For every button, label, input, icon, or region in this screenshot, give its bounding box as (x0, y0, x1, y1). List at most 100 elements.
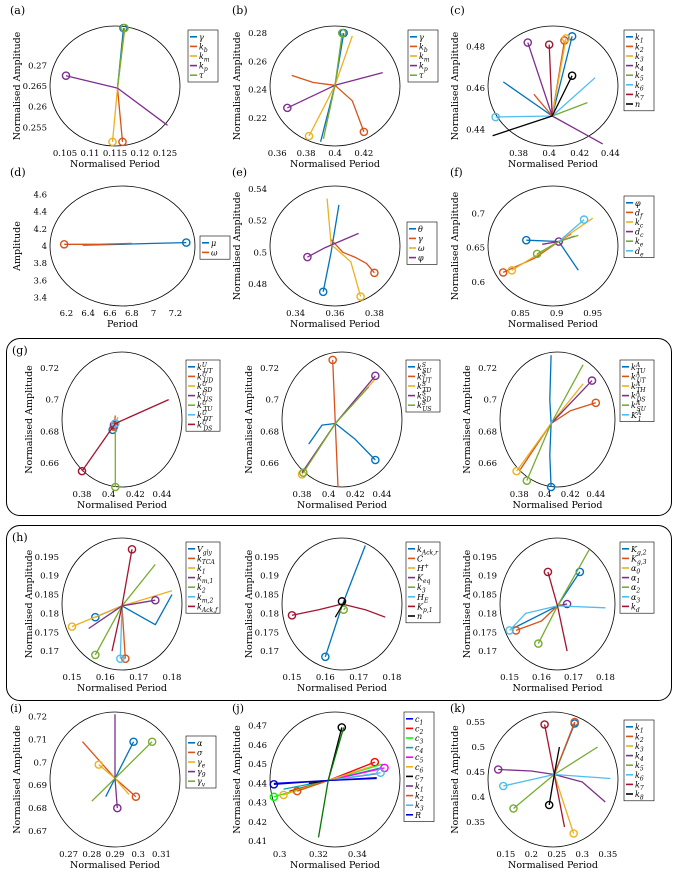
series-end-marker (570, 717, 579, 727)
x-tick-label: 0.42 (561, 490, 580, 500)
x-tick-label: 0.105 (53, 149, 77, 159)
series-end-marker (318, 287, 328, 297)
series-end-marker (116, 654, 125, 663)
legend-entry: kp (419, 62, 428, 74)
series-line (326, 198, 362, 297)
chart-panel-h2: 0.15 0.16 0.17 0.18 0.17 0.175 0.18 0.185 0.19 0.… (244, 537, 441, 694)
series-end-marker (371, 371, 380, 381)
y-tick-label: 0.66 (260, 459, 279, 469)
y-tick-label: 0.66 (40, 459, 59, 469)
series-end-marker (279, 790, 288, 800)
chart-panel-g2: 0.38 0.4 0.42 0.44 0.66 0.68 0.7 0.72 Normalised… (244, 351, 441, 511)
legend-entry: c6 (415, 763, 423, 775)
series-end-marker (287, 611, 297, 620)
y-tick-label: 0.19 (478, 572, 497, 582)
legend-entry: kA SU (631, 400, 647, 413)
y-axis-label: Normalised Amplitude (244, 549, 255, 658)
ellipse-boundary-f (487, 185, 619, 307)
panel-label-i: (i) (10, 702, 22, 715)
series-line (308, 35, 353, 137)
y-tick-label: 0.35 (466, 818, 485, 828)
series-end-marker (522, 476, 532, 485)
y-tick-label: 0.45 (248, 760, 267, 770)
y-tick-label: 0.46 (466, 84, 485, 94)
legend-entry: k7 (635, 780, 644, 792)
x-tick-label: 0.34 (286, 309, 305, 319)
y-tick-label: 0.69 (28, 781, 47, 791)
series-end-marker (532, 249, 542, 259)
series-line (328, 767, 385, 782)
x-axis-label: Normalised Period (508, 319, 598, 330)
y-tick-label: 0.185 (35, 591, 59, 601)
legend-entry: τ (419, 71, 424, 80)
legend-d: μω (199, 235, 231, 260)
series-line (105, 741, 135, 797)
x-tick-label: 0.38 (510, 490, 529, 500)
y-tick-label: 0.195 (35, 553, 59, 563)
chart-panel-g1: (g) 0.38 0.4 0.42 0.44 0.66 0.68 0.7 0.72 Normali… (12, 344, 221, 511)
x-tick-label: 0.42 (570, 149, 589, 159)
x-tick-label: 0.16 (96, 673, 115, 683)
y-axis-label: Normalised Amplitude (12, 725, 23, 834)
series-end-marker (303, 252, 312, 262)
x-tick-label: 0.12 (131, 149, 150, 159)
series-line (111, 549, 133, 652)
x-axis-label: Normalised Period (290, 319, 380, 330)
y-tick-label: 0.28 (248, 29, 267, 39)
legend-entry: γv (197, 777, 206, 789)
y-axis-label: Normalised Amplitude (462, 365, 473, 474)
series-end-marker (292, 786, 302, 796)
y-tick-label: 0.66 (478, 459, 497, 469)
y-tick-label: 0.52 (248, 217, 267, 227)
series-end-marker (567, 71, 577, 80)
series-end-marker (507, 266, 517, 275)
legend-entry: k3 (415, 801, 424, 813)
legend-entry: R (414, 811, 421, 820)
series-line (547, 571, 568, 652)
y-axis-label: Normalised Amplitude (450, 191, 461, 300)
legend-entry: kA TH (631, 381, 646, 394)
series-end-marker (61, 71, 71, 80)
series-end-marker (151, 595, 160, 605)
x-tick-label: 0.34 (348, 850, 367, 860)
legend-entry: k5 (635, 71, 644, 83)
ellipse-boundary-g2 (281, 351, 403, 488)
legend-entry: kAck,r (417, 545, 439, 557)
legend-entry: γ (419, 33, 424, 42)
series-end-marker (591, 398, 601, 408)
y-tick-label: 0.26 (28, 103, 47, 113)
chart-panel-k: (k) 0.15 0.2 0.25 0.3 0.35 0.35 0.4 0.45 0.5 0.55 N… (450, 702, 655, 871)
legend-entry: φ (418, 254, 424, 263)
y-axis-label: Normalised Amplitude (450, 725, 461, 834)
legend-entry: kA DS (631, 391, 646, 404)
series-end-marker (147, 737, 157, 747)
series-end-marker (283, 103, 292, 113)
y-tick-label: 0.17 (478, 647, 497, 657)
legend-entry: kb (419, 42, 428, 54)
series-end-marker (328, 355, 337, 365)
x-tick-label: 0.18 (383, 673, 402, 683)
legend-box (623, 719, 655, 802)
y-axis-label: Normalised Amplitude (462, 549, 473, 658)
series-end-marker (546, 482, 556, 492)
legend-entry: k1 (415, 782, 424, 794)
series-end-marker (370, 757, 380, 767)
y-tick-label: 0.185 (255, 591, 279, 601)
x-axis-label: Normalised Period (70, 159, 160, 170)
y-tick-label: 0.44 (466, 125, 485, 135)
series-line (551, 38, 567, 117)
series-end-marker (304, 131, 314, 141)
panel-label-c: (c) (450, 4, 465, 17)
legend-entry: c7 (415, 772, 423, 784)
legend-entry: Kg,3 (630, 554, 647, 566)
x-axis-label: Normalised Period (513, 683, 603, 694)
series-end-marker (269, 792, 279, 802)
series-end-marker (587, 376, 597, 385)
legend-entry: kU DS (197, 419, 212, 432)
y-axis-label: Normalised Amplitude (450, 31, 461, 140)
series-line (88, 599, 156, 630)
ellipse-boundary-h1 (61, 537, 183, 671)
legend-entry: kA UT (631, 371, 647, 384)
